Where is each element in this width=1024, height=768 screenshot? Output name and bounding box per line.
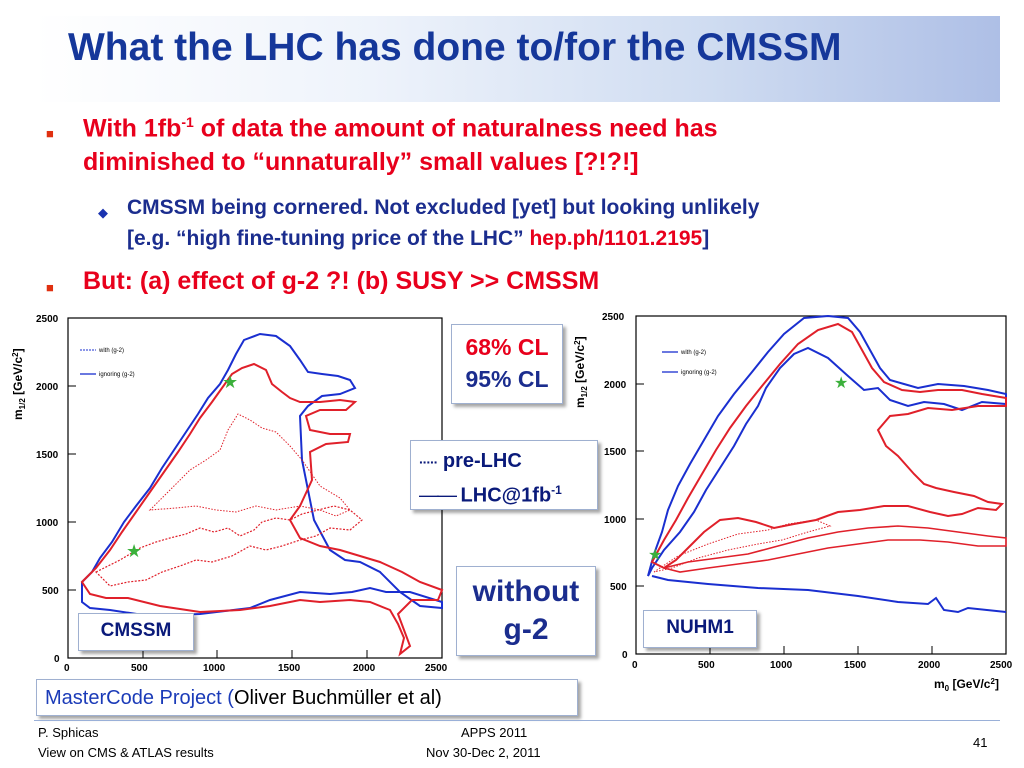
y-tick: 2500 bbox=[36, 314, 59, 325]
x-tick: 2500 bbox=[425, 663, 448, 674]
bullet-1-text-a: With 1fb bbox=[83, 114, 182, 143]
x-tick: 1500 bbox=[278, 663, 301, 674]
x-tick: 0 bbox=[64, 663, 70, 674]
title-banner bbox=[34, 16, 1000, 102]
x-axis-label: m0 [GeV/c2] bbox=[934, 677, 999, 693]
sub-bullet-line-1: CMSSM being cornered. Not excluded [yet]… bbox=[127, 196, 760, 219]
mastercode-credit: MasterCode Project (Oliver Buchmüller et… bbox=[36, 679, 578, 716]
nuhm1-plot: 2500 2000 1500 1000 500 0 0 500 1000 150… bbox=[573, 312, 1013, 693]
legend-ignoring-g2: ignoring (g-2) bbox=[99, 372, 135, 378]
y-tick: 1500 bbox=[604, 447, 627, 458]
lhc-label-superscript: -1 bbox=[551, 483, 562, 497]
best-fit-star-icon: ★ bbox=[126, 541, 142, 561]
y-tick: 1500 bbox=[36, 450, 59, 461]
footer-divider bbox=[34, 720, 1000, 721]
y-tick: 500 bbox=[42, 586, 59, 597]
cmssm-plot: 2500 2000 1500 1000 500 0 0 500 1000 150… bbox=[11, 314, 448, 674]
y-tick: 0 bbox=[54, 654, 60, 665]
legend-with-g2: with (g-2) bbox=[680, 350, 706, 356]
bullet-1-line-2: diminished to “unnaturally” small values… bbox=[83, 148, 639, 176]
confidence-level-legend: 68% CL 95% CL bbox=[451, 324, 563, 404]
legend-ignoring-g2: ignoring (g-2) bbox=[681, 370, 717, 376]
bullet-1-line-1: With 1fb-1 of data the amount of natural… bbox=[83, 114, 718, 143]
without-g2-label: without g-2 bbox=[456, 566, 596, 656]
page-number: 41 bbox=[973, 735, 988, 750]
cl95-label: 95% CL bbox=[465, 366, 549, 392]
bullet-1-text-b: of data the amount of naturalness need h… bbox=[193, 114, 718, 143]
x-tick: 2500 bbox=[990, 660, 1013, 671]
square-bullet-icon: ■ bbox=[46, 126, 54, 141]
y-tick: 2000 bbox=[36, 382, 59, 393]
y-axis-label: m1/2 [GeV/c2] bbox=[11, 348, 27, 420]
cl68-label: 68% CL bbox=[465, 334, 549, 360]
bullet-2: But: (a) effect of g-2 ?! (b) SUSY >> CM… bbox=[83, 267, 600, 295]
g2-text: g-2 bbox=[503, 613, 549, 646]
legend-with-g2: with (g-2) bbox=[98, 348, 124, 354]
footer-author: P. Sphicas bbox=[38, 725, 99, 740]
y-axis-label: m1/2 [GeV/c2] bbox=[573, 336, 589, 408]
best-fit-star-icon: ★ bbox=[222, 372, 238, 392]
sub-bullet-text: [e.g. “high fine-tuning price of the LHC… bbox=[127, 227, 530, 250]
footer-subtitle: View on CMS & ATLAS results bbox=[38, 745, 214, 760]
y-tick: 1000 bbox=[604, 515, 627, 526]
sub-bullet-line-2: [e.g. “high fine-tuning price of the LHC… bbox=[127, 227, 709, 251]
square-bullet-icon: ■ bbox=[46, 280, 54, 295]
solid-line-icon: —— bbox=[419, 484, 457, 507]
pre-lhc-label: pre-LHC bbox=[437, 450, 522, 472]
mastercode-project: MasterCode Project ( bbox=[45, 687, 234, 709]
without-text: without bbox=[472, 575, 580, 608]
y-tick: 1000 bbox=[36, 518, 59, 529]
y-tick: 2000 bbox=[604, 380, 627, 391]
x-tick: 2000 bbox=[918, 660, 941, 671]
lhc-label: LHC@1fb bbox=[455, 484, 552, 507]
lhc-row: —— LHC@1fb-1 bbox=[419, 476, 597, 510]
bullet-1-superscript: -1 bbox=[181, 114, 194, 130]
slide-title: What the LHC has done to/for the CMSSM bbox=[68, 26, 842, 69]
diamond-bullet-icon: ◆ bbox=[98, 205, 108, 220]
x-tick: 1500 bbox=[844, 660, 867, 671]
best-fit-star-icon: ★ bbox=[834, 375, 848, 392]
y-tick: 500 bbox=[610, 582, 627, 593]
sub-bullet-close: ] bbox=[702, 227, 710, 250]
x-tick: 0 bbox=[632, 660, 638, 671]
reference-link[interactable]: hep.ph/1101.2195 bbox=[529, 227, 703, 250]
mastercode-authors: Oliver Buchmüller et al) bbox=[233, 687, 442, 709]
cmssm-label: CMSSM bbox=[78, 613, 194, 651]
data-period-legend: ····· pre-LHC —— LHC@1fb-1 bbox=[410, 440, 598, 510]
y-tick: 2500 bbox=[602, 312, 625, 323]
nuhm1-label: NUHM1 bbox=[643, 610, 757, 648]
x-tick: 500 bbox=[131, 663, 148, 674]
footer-conference: APPS 2011 bbox=[461, 725, 528, 740]
x-tick: 2000 bbox=[353, 663, 376, 674]
best-fit-star-icon: ★ bbox=[648, 547, 662, 564]
y-tick: 0 bbox=[622, 650, 628, 661]
footer-dates: Nov 30-Dec 2, 2011 bbox=[426, 745, 541, 760]
dotted-line-icon: ····· bbox=[419, 454, 438, 470]
pre-lhc-row: ····· pre-LHC bbox=[419, 447, 597, 476]
x-tick: 1000 bbox=[770, 660, 793, 671]
x-tick: 500 bbox=[698, 660, 715, 671]
x-tick: 1000 bbox=[203, 663, 226, 674]
